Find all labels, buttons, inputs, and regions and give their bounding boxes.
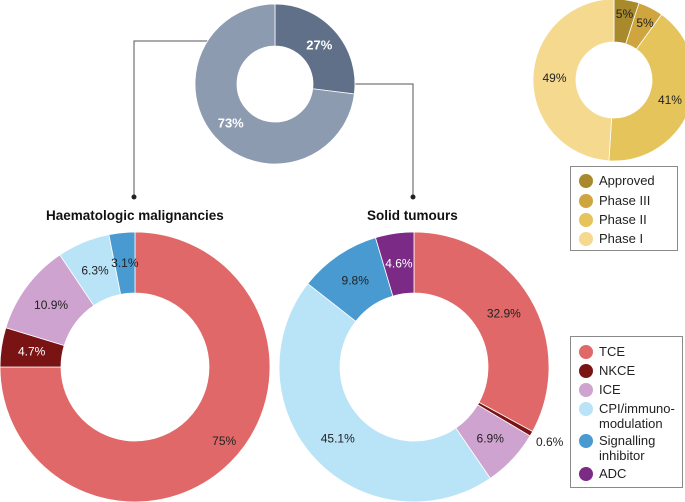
solid-label-adc: 4.6%: [385, 257, 413, 271]
category-legend-item-signalling: Signalling inhibitor: [579, 433, 655, 463]
legend-label: Phase II: [599, 212, 647, 227]
legend-label: Approved: [599, 173, 655, 188]
solid-label-nkce: 0.6%: [536, 435, 564, 449]
category-legend: TCE NKCE ICE CPI/immuno- modulation Sign…: [570, 336, 683, 488]
overall-slice-solid-tumours: [194, 3, 355, 165]
haem-slice-tce: [0, 231, 271, 502]
overall-label-solid-tumours: 73%: [218, 116, 244, 131]
phase-legend-item-approved: Approved: [579, 173, 655, 188]
phase-slice-phase-i: [532, 0, 615, 162]
phase-slice-phase-ii: [608, 13, 685, 162]
phase-label-phase-i: 49%: [543, 71, 567, 85]
haem-label-cpi-immuno-modulation: 6.3%: [81, 263, 109, 277]
legend-label: Phase I: [599, 231, 644, 246]
solid-donut: 32.9% 0.6% 6.9% 45.1% 9.8% 4.6%: [278, 231, 564, 502]
haem-label-tce: 75%: [212, 434, 236, 448]
haem-slice-signalling-inhibitor: [108, 231, 136, 295]
category-legend-item-tce: TCE: [579, 344, 625, 359]
solid-label-ice: 6.9%: [477, 431, 505, 445]
connector-line-haem: [133, 40, 236, 197]
phase-legend-item-phase-i: Phase I: [579, 231, 643, 246]
legend-swatch: [579, 364, 593, 378]
category-legend-item-nkce: NKCE: [579, 363, 635, 378]
legend-label: Signalling inhibitor: [599, 433, 656, 463]
legend-label: NKCE: [599, 363, 636, 378]
category-legend-item-ice: ICE: [579, 382, 621, 397]
solid-label-tce: 32.9%: [487, 307, 521, 321]
legend-label: Phase III: [599, 193, 651, 208]
solid-slice-tce: [413, 231, 550, 433]
phase-label-phase-ii: 41%: [658, 93, 682, 107]
legend-label: TCE: [599, 344, 625, 359]
category-legend-item-adc: ADC: [579, 466, 626, 481]
legend-swatch: [579, 383, 593, 397]
legend-swatch: [579, 232, 593, 246]
overall-label-haematologic-malignancies: 27%: [306, 37, 332, 52]
category-legend-item-cpi: CPI/immuno- modulation: [579, 401, 675, 431]
legend-swatch: [579, 174, 593, 188]
phase-legend: Approved Phase III Phase II Phase I: [570, 166, 678, 251]
solid-title: Solid tumours: [367, 208, 458, 223]
connector-dot-haem: [131, 194, 137, 200]
legend-swatch: [579, 402, 593, 416]
solid-slice-cpi-immuno-modulation: [278, 283, 491, 502]
legend-label: CPI/immuno- modulation: [599, 401, 675, 431]
overall-slice-haematologic-malignancies: [274, 3, 356, 95]
phase-legend-item-phase-iii: Phase III: [579, 193, 650, 208]
overall-donut: 27% 73%: [194, 3, 356, 165]
solid-label-cpi-immuno-modulation: 45.1%: [321, 431, 355, 445]
legend-swatch: [579, 194, 593, 208]
solid-label-signalling-inhibitor: 9.8%: [342, 274, 370, 288]
phase-label-phase-iii: 5%: [636, 16, 654, 30]
haem-label-ice: 10.9%: [34, 298, 68, 312]
haem-label-nkce: 4.7%: [18, 345, 46, 359]
connector-line-solid: [345, 83, 414, 197]
legend-swatch: [579, 434, 593, 448]
legend-swatch: [579, 213, 593, 227]
haem-title: Haematologic malignancies: [46, 208, 224, 223]
legend-swatch: [579, 467, 593, 481]
phase-legend-item-phase-ii: Phase II: [579, 212, 647, 227]
haem-label-signalling-inhibitor: 3.1%: [111, 256, 139, 270]
phase-donut: 5%5% 41% 49%: [532, 0, 685, 162]
connector-dot-solid: [410, 194, 416, 200]
legend-swatch: [579, 345, 593, 359]
legend-label: ADC: [599, 466, 627, 481]
phase-label-approved: 5%: [616, 7, 634, 21]
haem-donut: 75% 4.7% 10.9% 6.3%3.1%: [0, 231, 271, 502]
legend-label: ICE: [599, 382, 621, 397]
solid-slice-adc: [374, 231, 415, 297]
